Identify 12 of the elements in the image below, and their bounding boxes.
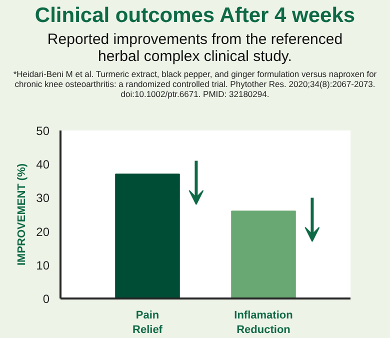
- chart-subtitle: Reported improvements from the referenced herbal complex clinical study.: [46, 30, 344, 65]
- y-tick-label: 50: [36, 124, 50, 138]
- x-tick-label: Pain Relief: [132, 310, 163, 336]
- y-tick-label: 10: [36, 258, 50, 272]
- y-tick-label: 30: [36, 191, 50, 206]
- y-tick-label: 40: [36, 158, 50, 172]
- text: *Heidari-Beni M et al. Turmeric extract, black pepper, and ginger formulation versus naproxen for chronic knee osteoarthritis: a randomized controlled trial. Phytother Res. 2020;34(8):2067-2073. doi:10.1002/ptr.6671. PMID: 32180294.: [12, 68, 378, 99]
- chart-title: Clinical outcomes After 4 weeks: [34, 4, 356, 28]
- y-tick-label: 0: [42, 292, 50, 306]
- x-tick-label: Inflamation Reduction: [234, 310, 294, 336]
- y-axis-title: IMPROVEMENT (%): [16, 163, 28, 266]
- y-tick-label: 20: [36, 224, 50, 239]
